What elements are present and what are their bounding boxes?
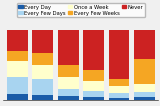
Bar bbox=[7, 61, 28, 77]
Bar bbox=[58, 30, 79, 65]
Bar bbox=[32, 30, 53, 53]
Bar bbox=[134, 30, 155, 59]
Bar bbox=[83, 70, 104, 81]
Bar bbox=[58, 77, 79, 89]
Bar bbox=[83, 30, 104, 70]
Bar bbox=[58, 96, 79, 100]
Bar bbox=[108, 86, 129, 93]
Bar bbox=[108, 93, 129, 98]
Bar bbox=[32, 65, 53, 79]
Legend: Every Day, Every Few Days, Once a Week, Every Few Weeks, Never: Every Day, Every Few Days, Once a Week, … bbox=[17, 3, 145, 17]
Bar bbox=[58, 65, 79, 77]
Bar bbox=[32, 53, 53, 65]
Bar bbox=[134, 84, 155, 92]
Bar bbox=[83, 81, 104, 91]
Bar bbox=[7, 30, 28, 51]
Bar bbox=[32, 95, 53, 100]
Bar bbox=[108, 98, 129, 100]
Bar bbox=[83, 97, 104, 100]
Bar bbox=[32, 79, 53, 95]
Bar bbox=[7, 94, 28, 100]
Bar bbox=[58, 89, 79, 96]
Bar bbox=[7, 51, 28, 61]
Bar bbox=[7, 77, 28, 94]
Bar bbox=[108, 30, 129, 79]
Bar bbox=[134, 59, 155, 84]
Bar bbox=[108, 79, 129, 86]
Bar bbox=[83, 91, 104, 97]
Bar bbox=[134, 92, 155, 97]
Bar bbox=[134, 97, 155, 100]
